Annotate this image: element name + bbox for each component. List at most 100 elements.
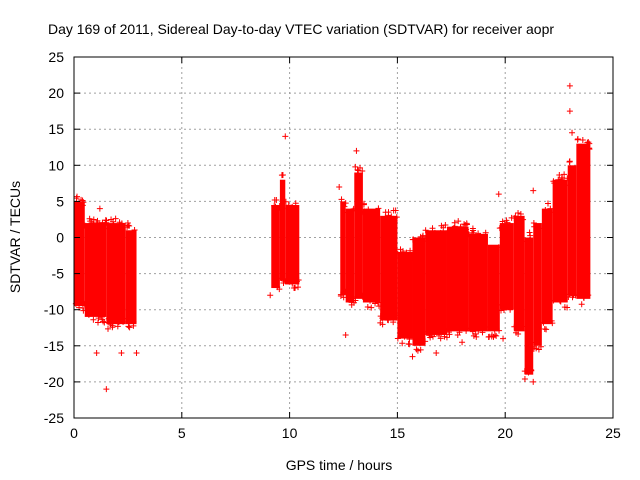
data-point: [342, 331, 349, 338]
data-point: [530, 187, 537, 194]
data-point: [374, 299, 381, 306]
data-band-edge-points: [81, 215, 109, 326]
data-band-edge-points: [278, 172, 289, 287]
data-band-edge-points: [337, 196, 349, 301]
y-tick-label: 5: [56, 193, 64, 209]
data-band-edge-points: [409, 232, 429, 354]
x-tick-label: 0: [70, 425, 78, 441]
data-point: [372, 234, 379, 241]
data-point: [530, 378, 537, 385]
data-point: [409, 353, 416, 360]
data-band: [552, 179, 568, 303]
data-band: [513, 215, 525, 332]
data-band-edge-points: [360, 200, 383, 311]
data-band: [345, 208, 355, 303]
data-band-edge-points: [271, 196, 283, 293]
data-point: [454, 331, 461, 338]
data-band: [125, 230, 137, 325]
data-band-edge-points: [496, 214, 515, 314]
data-point: [282, 133, 289, 140]
data-band-edge-points: [550, 171, 571, 311]
data-band-edge-points: [282, 198, 302, 292]
y-tick-label: -5: [52, 266, 65, 282]
data-point: [353, 147, 360, 154]
data-band: [412, 237, 426, 346]
data-band: [487, 244, 500, 332]
data-band: [279, 179, 286, 281]
data-band: [567, 165, 577, 296]
y-tick-label: -15: [44, 338, 64, 354]
data-point: [569, 129, 576, 136]
chart-title: Day 169 of 2011, Sidereal Day-to-day VTE…: [48, 21, 554, 37]
x-tick-label: 20: [497, 425, 513, 441]
data-band: [340, 201, 346, 296]
data-band-edge-points: [511, 209, 527, 337]
y-tick-label: -20: [44, 374, 64, 390]
data-point: [500, 335, 507, 342]
y-tick-label: -25: [44, 410, 64, 426]
y-tick-label: 20: [48, 85, 64, 101]
data-point: [426, 234, 433, 241]
data-band: [74, 201, 85, 307]
y-tick-label: 10: [48, 157, 64, 173]
y-tick-label: -10: [44, 302, 64, 318]
data-point: [566, 82, 573, 89]
data-point: [381, 303, 388, 310]
y-tick-label: 15: [48, 121, 64, 137]
data-point: [267, 292, 274, 299]
data-point: [124, 220, 131, 227]
data-point: [566, 108, 573, 115]
data-band: [499, 223, 514, 310]
data-point: [93, 350, 100, 357]
data-band: [468, 233, 488, 332]
data-band: [354, 172, 363, 299]
data-band-edge-points: [565, 158, 579, 301]
x-tick-label: 10: [282, 425, 298, 441]
x-tick-label: 15: [390, 425, 406, 441]
data-band-edge-points: [377, 207, 400, 328]
data-series: [72, 82, 593, 393]
data-band: [380, 215, 398, 321]
data-band-edge-points: [465, 225, 490, 340]
data-point: [96, 205, 103, 212]
data-band-edge-points: [485, 244, 503, 340]
data-band-edge-points: [530, 219, 544, 353]
data-band: [271, 205, 280, 289]
data-point: [433, 350, 440, 357]
data-band: [84, 223, 107, 317]
y-tick-label: 25: [48, 49, 64, 65]
data-band-edge-points: [103, 215, 127, 332]
y-axis-label: SDTVAR / TECUs: [7, 181, 23, 293]
data-band-edge-points: [422, 221, 450, 342]
data-band: [533, 223, 542, 346]
data-point: [118, 350, 125, 357]
x-axis-label: GPS time / hours: [286, 457, 393, 473]
data-band-edge-points: [445, 218, 471, 338]
data-band-edge-points: [72, 193, 88, 314]
data-point: [586, 140, 593, 147]
data-point: [579, 137, 586, 144]
data-band: [285, 205, 300, 285]
data-band: [524, 237, 534, 375]
x-tick-label: 25: [605, 425, 621, 441]
data-band-edge-points: [394, 246, 415, 348]
data-band: [106, 223, 126, 325]
data-band: [362, 208, 381, 303]
data-band: [541, 208, 553, 325]
data-band: [397, 251, 413, 339]
x-tick-label: 5: [178, 425, 186, 441]
y-tick-label: 0: [56, 230, 64, 246]
data-point: [133, 350, 140, 357]
data-band: [576, 143, 591, 299]
data-point: [336, 183, 343, 190]
data-band-edge-points: [342, 200, 358, 308]
data-band: [446, 226, 469, 332]
data-point: [103, 386, 110, 393]
data-band-edge-points: [521, 229, 535, 383]
data-band-edge-points: [352, 163, 366, 304]
axis-ticks: 0 5 10 15 20 25 -25 -20 -15 -10 -5 0 5 10 15 20 25: [44, 49, 621, 441]
data-band-edge-points: [540, 200, 556, 333]
data-band: [425, 230, 447, 335]
data-point: [495, 191, 502, 198]
